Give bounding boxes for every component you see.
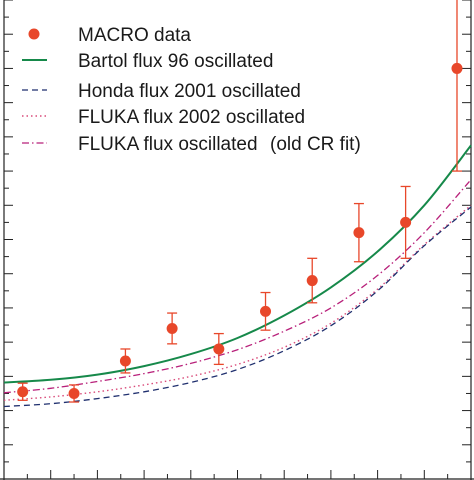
axis-ticks [3, 0, 472, 480]
data-point [119, 355, 131, 367]
legend-item-fluka2002: FLUKA flux 2002 oscillated [22, 107, 305, 128]
data-point [260, 305, 272, 317]
data-point [400, 216, 412, 228]
curves [3, 144, 472, 408]
legend-item-bartol: Bartol flux 96 oscillated [22, 51, 273, 72]
data-point [353, 227, 365, 239]
legend-item-data: MACRO data [28, 25, 191, 46]
data-point [17, 386, 29, 398]
legend-item-honda: Honda flux 2001 oscillated [22, 81, 301, 102]
legend-label-fluka2002: FLUKA flux 2002 oscillated [78, 107, 305, 128]
data-point [213, 343, 225, 355]
legend-label-honda: Honda flux 2001 oscillated [78, 81, 301, 102]
legend-label-fluka-old: FLUKA flux oscillated [78, 134, 258, 155]
legend-item-fluka-old: FLUKA flux oscillated (old CR fit) [22, 134, 361, 155]
curve-honda [3, 206, 472, 408]
legend: MACRO data Bartol flux 96 oscillated Hon… [22, 25, 361, 155]
legend-label-bartol: Bartol flux 96 oscillated [78, 51, 273, 72]
legend-label-data: MACRO data [78, 25, 191, 46]
curve-fluka2002 [3, 204, 472, 401]
data-point [306, 275, 318, 287]
legend-marker-data [28, 28, 40, 40]
data-point [166, 322, 178, 334]
data-points [17, 0, 463, 403]
curve-bartol [3, 144, 472, 384]
curve-fluka_old [3, 179, 472, 394]
data-point [68, 387, 80, 399]
legend-label-fluka-old-note: (old CR fit) [270, 134, 361, 155]
data-point [451, 62, 463, 74]
